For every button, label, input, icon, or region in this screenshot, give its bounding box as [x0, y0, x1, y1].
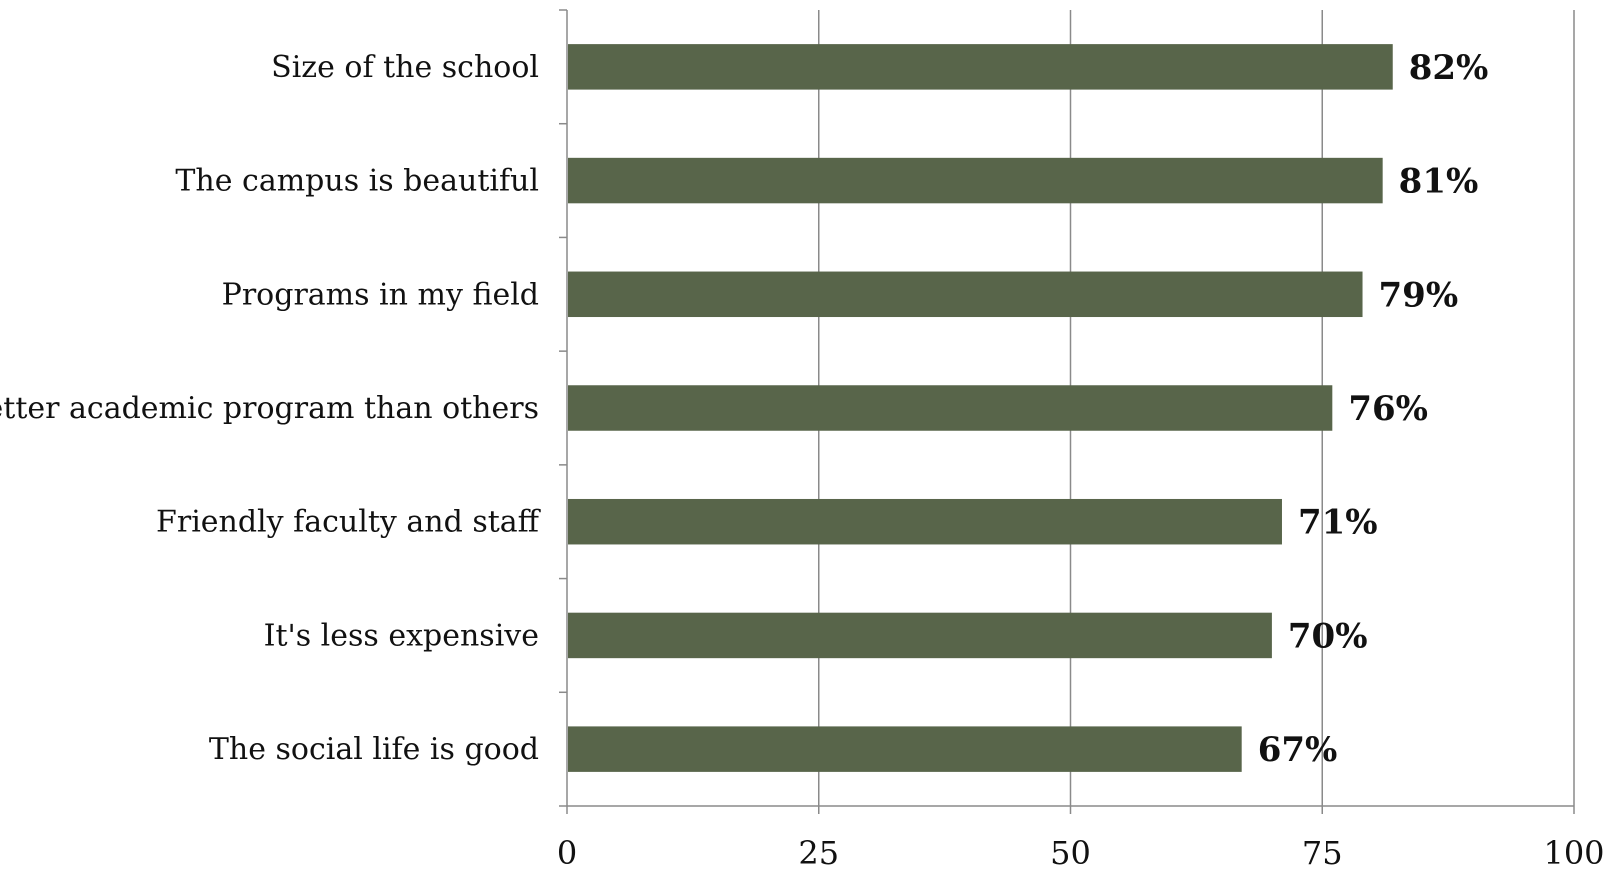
- data-label: 71%: [1298, 503, 1378, 543]
- axis-layer: [559, 9, 1575, 814]
- x-tick-label: 0: [557, 834, 577, 872]
- x-tick-label: 50: [1050, 834, 1091, 872]
- category-label: Programs in my field: [222, 277, 539, 312]
- bar-3: [568, 385, 1333, 431]
- category-label: Better academic program than others: [0, 391, 539, 426]
- category-label: The social life is good: [209, 732, 539, 767]
- data-label: 82%: [1409, 48, 1489, 88]
- x-tick-label: 25: [798, 834, 839, 872]
- bar-1: [568, 157, 1383, 204]
- category-label: Friendly faculty and staff: [156, 505, 542, 540]
- bar-layer: [568, 44, 1393, 772]
- bar-0: [568, 44, 1393, 90]
- bar-4: [568, 498, 1282, 545]
- x-tick-label: 100: [1543, 834, 1604, 872]
- bar-5: [568, 612, 1272, 659]
- label-layer: 0 25 50 75 100 Size of the school 82% The campu…: [0, 48, 1605, 872]
- data-label: 67%: [1258, 730, 1338, 770]
- data-label: 81%: [1399, 162, 1479, 202]
- data-label: 76%: [1348, 389, 1428, 429]
- data-label: 70%: [1288, 616, 1368, 656]
- bar-2: [568, 271, 1363, 318]
- bar-6: [568, 726, 1242, 772]
- category-label: Size of the school: [271, 50, 539, 85]
- x-tick-label: 75: [1302, 834, 1343, 872]
- category-label: The campus is beautiful: [175, 164, 539, 199]
- data-label: 79%: [1379, 275, 1459, 315]
- category-label: It's less expensive: [264, 618, 539, 653]
